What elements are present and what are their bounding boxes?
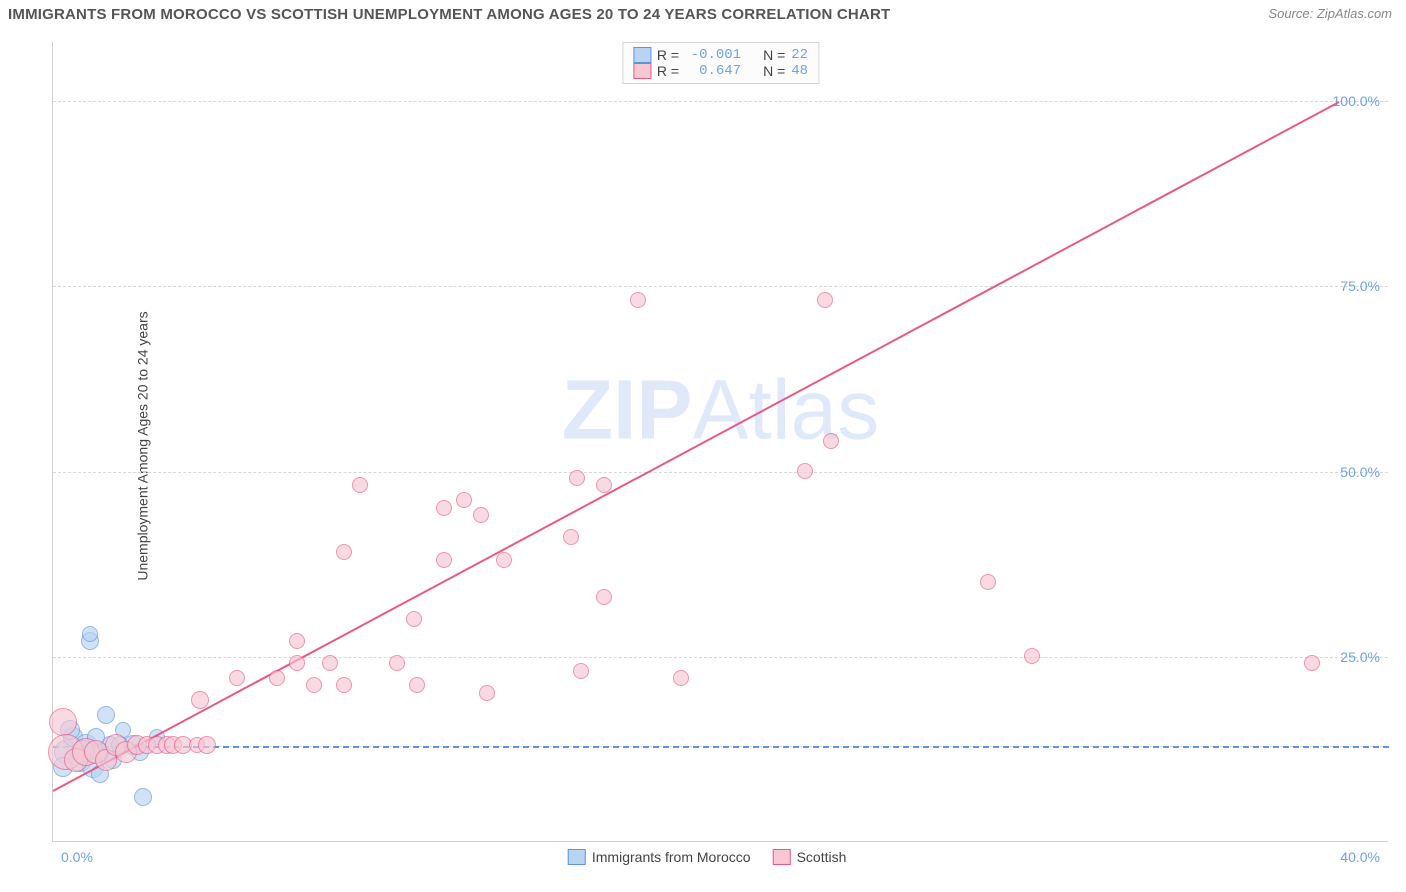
gridline (53, 657, 1388, 658)
legend-series-label: Scottish (797, 849, 847, 865)
data-point (436, 500, 452, 516)
legend-item: Scottish (773, 849, 847, 865)
data-point (306, 677, 322, 693)
data-point (456, 492, 472, 508)
legend-series: Immigrants from Morocco Scottish (568, 849, 847, 865)
data-point (289, 633, 305, 649)
data-point (573, 663, 589, 679)
data-point (1024, 648, 1040, 664)
data-point (563, 529, 579, 545)
data-point (97, 706, 115, 724)
legend-stat-row: R = 0.647 N = 48 (633, 63, 808, 79)
data-point (336, 677, 352, 693)
legend-n-value: 48 (791, 63, 808, 79)
data-point (82, 626, 98, 642)
y-tick-label: 25.0% (1340, 649, 1380, 665)
data-point (198, 736, 216, 754)
data-point (406, 611, 422, 627)
y-tick-label: 50.0% (1340, 464, 1380, 480)
legend-r-label: R = (657, 47, 679, 63)
data-point (322, 655, 338, 671)
data-point (569, 470, 585, 486)
data-point (49, 708, 77, 736)
legend-series-label: Immigrants from Morocco (592, 849, 751, 865)
data-point (496, 552, 512, 568)
scatter-plot: ZIPAtlas R = -0.001N = 22R = 0.647N = 48… (52, 42, 1388, 842)
legend-n-label: N = (763, 63, 785, 79)
regression-line (53, 101, 1340, 792)
data-point (596, 589, 612, 605)
legend-r-value: 0.647 (685, 63, 741, 79)
data-point (389, 655, 405, 671)
data-point (191, 691, 209, 709)
data-point (479, 685, 495, 701)
legend-swatch (633, 47, 651, 63)
legend-item: Immigrants from Morocco (568, 849, 751, 865)
data-point (289, 655, 305, 671)
data-point (229, 670, 245, 686)
legend-swatch (633, 63, 651, 79)
data-point (269, 670, 285, 686)
data-point (436, 552, 452, 568)
gridline (53, 286, 1388, 287)
data-point (823, 433, 839, 449)
legend-swatch (773, 849, 791, 865)
data-point (1304, 655, 1320, 671)
chart-title: IMMIGRANTS FROM MOROCCO VS SCOTTISH UNEM… (8, 6, 890, 23)
data-point (673, 670, 689, 686)
source-credit: Source: ZipAtlas.com (1268, 6, 1392, 21)
data-point (817, 292, 833, 308)
legend-r-label: R = (657, 63, 679, 79)
gridline (53, 101, 1388, 102)
regression-line (53, 746, 1389, 748)
data-point (980, 574, 996, 590)
data-point (134, 788, 152, 806)
x-tick-max: 40.0% (1340, 849, 1380, 865)
legend-stat-row: R = -0.001 N = 22 (633, 47, 808, 63)
data-point (473, 507, 489, 523)
legend-n-value: 22 (791, 47, 808, 63)
legend-n-label: N = (763, 47, 785, 63)
data-point (352, 477, 368, 493)
legend-swatch (568, 849, 586, 865)
y-tick-label: 75.0% (1340, 278, 1380, 294)
data-point (409, 677, 425, 693)
x-tick-min: 0.0% (61, 849, 93, 865)
data-point (797, 463, 813, 479)
data-point (630, 292, 646, 308)
legend-r-value: -0.001 (685, 47, 741, 63)
data-point (336, 544, 352, 560)
y-tick-label: 100.0% (1333, 93, 1380, 109)
gridline (53, 472, 1388, 473)
legend-stats: R = -0.001 N = 22 R = 0.647 N = 48 (622, 42, 819, 84)
data-point (596, 477, 612, 493)
